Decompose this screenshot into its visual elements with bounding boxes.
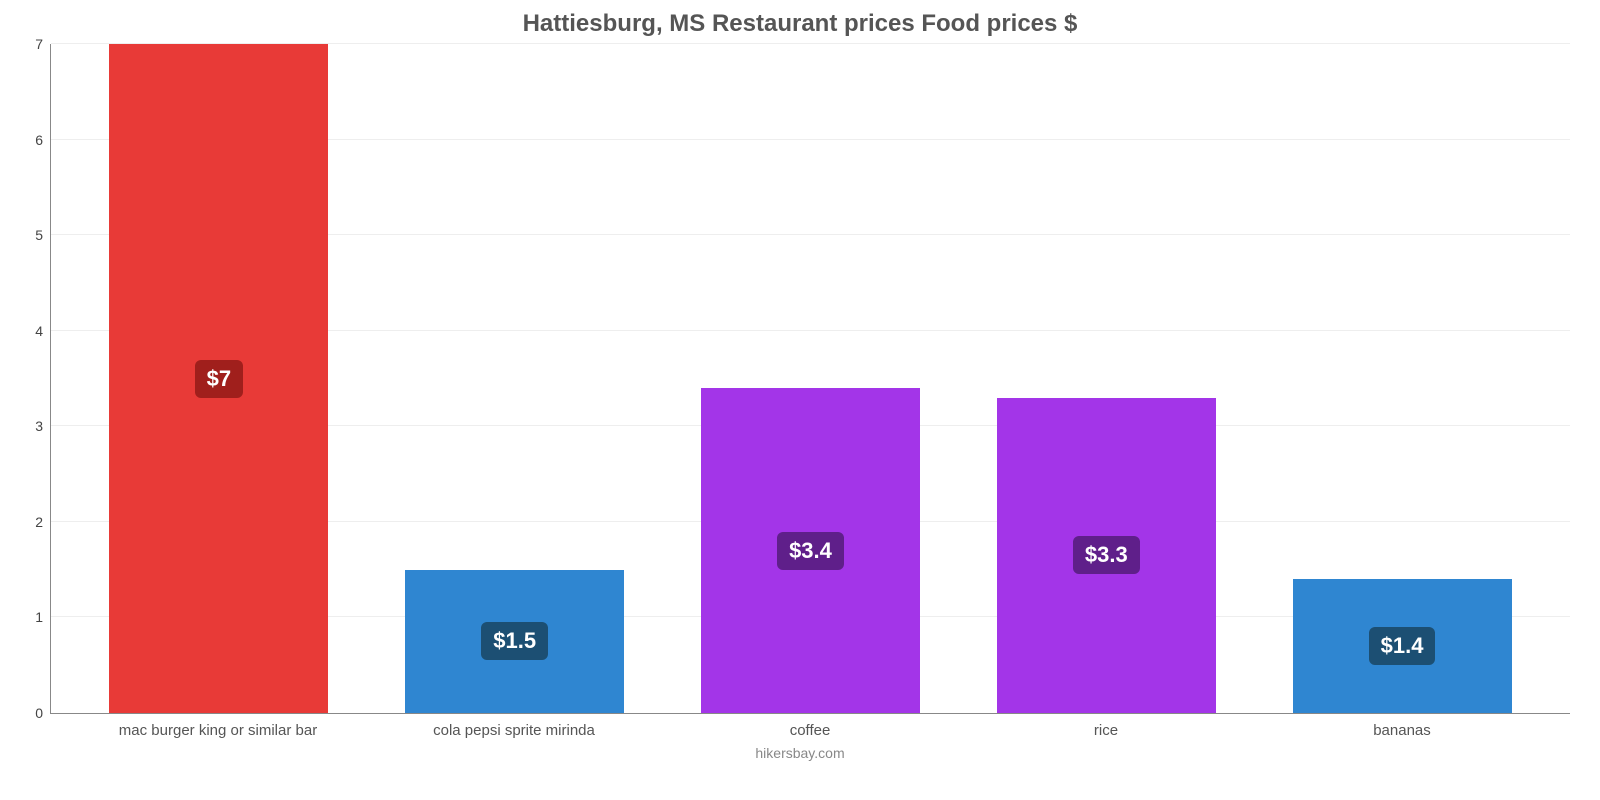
chart-container: Hattiesburg, MS Restaurant prices Food p… [0,0,1600,800]
bar-slot: $3.4 [663,44,959,713]
bar-slot: $1.4 [1254,44,1550,713]
plot-area: 0 1 2 3 4 5 6 7 $7 [50,44,1570,714]
bar-cola: $1.5 [405,570,624,713]
x-label: mac burger king or similar bar [70,722,366,739]
y-tick-label: 5 [35,227,51,243]
value-badge: $7 [195,360,243,398]
y-tick-label: 6 [35,132,51,148]
y-tick-label: 4 [35,323,51,339]
bars-group: $7 $1.5 $3.4 $3.3 $1.4 [51,44,1570,713]
y-tick-label: 1 [35,609,51,625]
value-badge: $1.5 [481,622,548,660]
y-tick-label: 7 [35,36,51,52]
value-badge: $3.3 [1073,536,1140,574]
x-axis-labels: mac burger king or similar bar cola peps… [50,714,1570,739]
x-label: coffee [662,722,958,739]
y-tick-label: 2 [35,514,51,530]
y-tick-label: 0 [35,705,51,721]
x-label: bananas [1254,722,1550,739]
value-badge: $1.4 [1369,627,1436,665]
bar-slot: $7 [71,44,367,713]
y-tick-label: 3 [35,418,51,434]
chart-title: Hattiesburg, MS Restaurant prices Food p… [20,10,1580,38]
bar-coffee: $3.4 [701,388,920,713]
bar-bananas: $1.4 [1293,579,1512,713]
bar-rice: $3.3 [997,398,1216,713]
value-badge: $3.4 [777,532,844,570]
bar-slot: $1.5 [367,44,663,713]
x-label: rice [958,722,1254,739]
bar-mac-burger: $7 [109,44,328,713]
chart-footer: hikersbay.com [20,745,1580,761]
x-label: cola pepsi sprite mirinda [366,722,662,739]
bar-slot: $3.3 [958,44,1254,713]
